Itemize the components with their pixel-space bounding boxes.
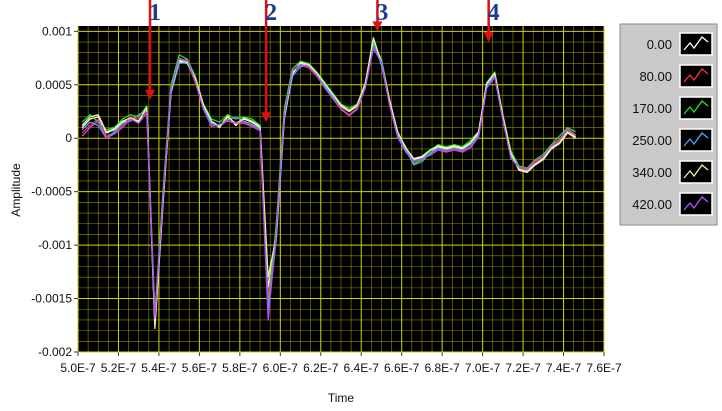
y-tick-label: -0.001 (38, 238, 72, 252)
x-tick-label: 5.8E-7 (222, 361, 258, 375)
x-tick-label: 7.0E-7 (465, 361, 501, 375)
legend-swatch (683, 36, 709, 51)
legend-swatch-box (679, 160, 713, 184)
annotation-arrowhead (483, 32, 494, 43)
x-tick-label: 6.6E-7 (384, 361, 420, 375)
legend-swatch (683, 132, 709, 147)
x-tick-label: 6.0E-7 (263, 361, 299, 375)
legend-swatch-box (679, 64, 713, 88)
y-tick-label: 0 (65, 131, 72, 145)
x-tick-label: 5.2E-7 (101, 361, 137, 375)
legend-label: 340.00 (632, 165, 672, 180)
annotation-label: 1 (149, 0, 161, 26)
y-tick-label: 0.0005 (35, 78, 72, 92)
y-axis-label: Amplitude (9, 163, 23, 217)
annotation-label: 3 (376, 0, 388, 26)
x-tick-label: 6.8E-7 (424, 361, 460, 375)
legend-label: 250.00 (632, 133, 672, 148)
legend-swatch (683, 196, 709, 211)
legend-swatch (683, 100, 709, 115)
legend-swatch-box (679, 128, 713, 152)
annotation-label: 2 (265, 0, 277, 26)
legend-swatch-box (679, 192, 713, 216)
legend-label: 0.00 (647, 37, 672, 52)
annotation-arrowhead (261, 112, 272, 123)
y-tick-label: -0.002 (38, 345, 72, 359)
annotation-arrowhead (145, 89, 156, 100)
legend-swatch-box (679, 96, 713, 120)
x-axis-label: Time (328, 391, 355, 405)
x-tick-label: 7.4E-7 (546, 361, 582, 375)
x-tick-label: 5.6E-7 (182, 361, 218, 375)
y-tick-label: 0.001 (42, 24, 72, 38)
x-tick-label: 7.6E-7 (586, 361, 622, 375)
y-tick-label: -0.0005 (31, 185, 72, 199)
legend-label: 170.00 (632, 101, 672, 116)
x-tick-label: 5.4E-7 (141, 361, 177, 375)
annotation-label: 4 (488, 0, 500, 26)
legend-swatch-box (679, 32, 713, 56)
x-tick-label: 6.2E-7 (303, 361, 339, 375)
legend-label: 80.00 (639, 69, 672, 84)
annotation-arrowhead (372, 21, 383, 32)
legend-swatch (683, 164, 709, 179)
x-tick-label: 5.0E-7 (60, 361, 96, 375)
y-tick-label: -0.0015 (31, 292, 72, 306)
legend-label: 420.00 (632, 197, 672, 212)
legend-swatch (683, 68, 709, 83)
x-tick-label: 7.2E-7 (505, 361, 541, 375)
legend-box (619, 23, 718, 226)
x-tick-label: 6.4E-7 (344, 361, 380, 375)
series-line (81, 47, 577, 321)
